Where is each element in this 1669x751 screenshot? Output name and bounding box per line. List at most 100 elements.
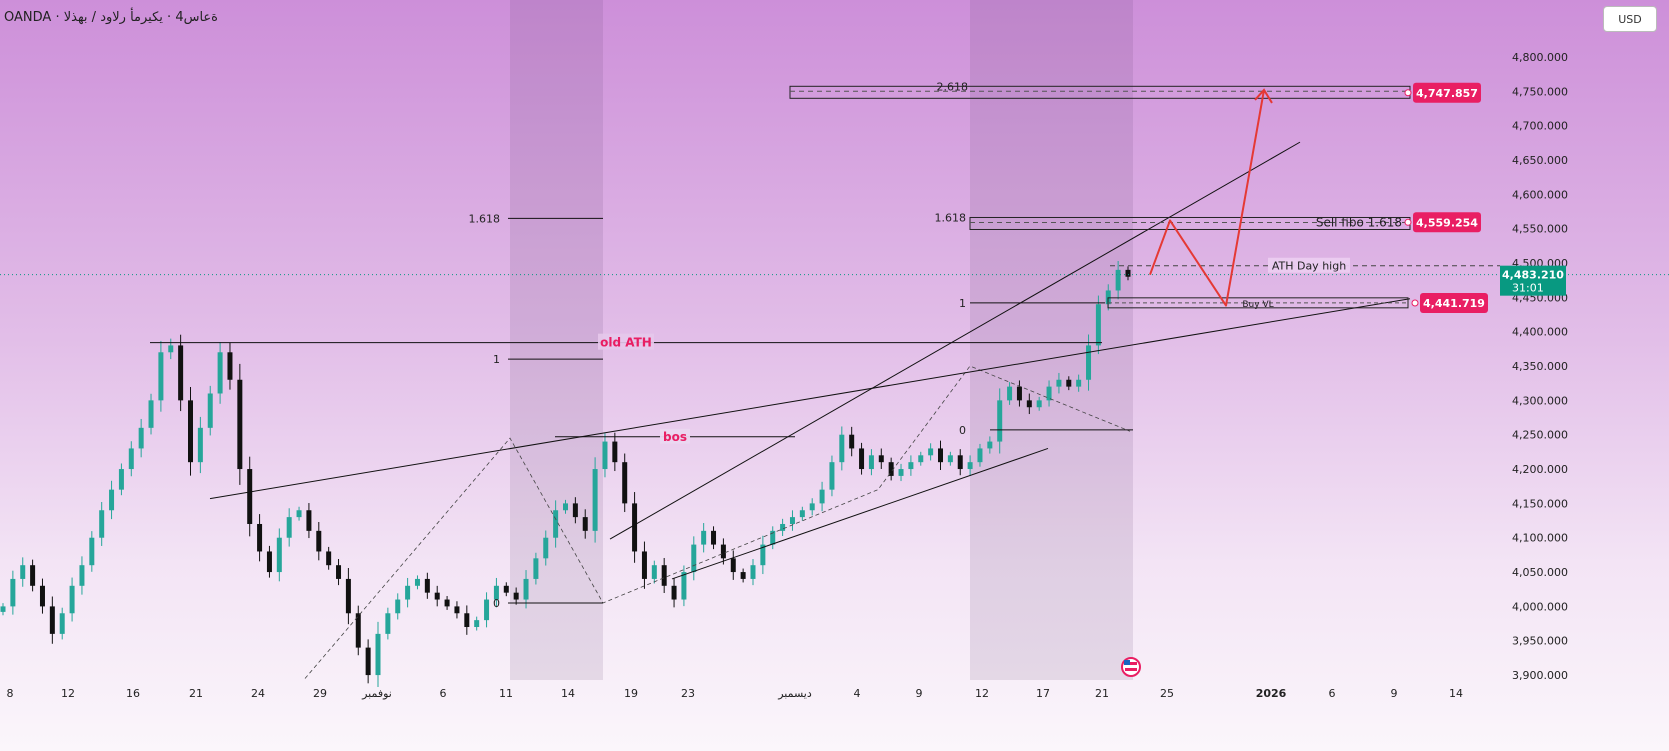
countdown-text: 31:01 <box>1512 282 1544 295</box>
x-axis-tick: 24 <box>251 687 265 700</box>
old-ath-label-bg <box>598 333 654 350</box>
fib-right-2618-label: 2.618 <box>937 80 969 93</box>
candle-body <box>20 565 26 579</box>
y-axis-tick: 4,650.000 <box>1512 154 1568 167</box>
candle-body <box>10 578 16 607</box>
candle-body <box>306 510 312 531</box>
candle-body <box>819 489 825 504</box>
candle-body <box>720 544 726 559</box>
x-axis-tick: 9 <box>916 687 923 700</box>
x-axis-tick: 9 <box>1391 687 1398 700</box>
currency-button[interactable]: USD <box>1603 6 1657 32</box>
projection-arrow-head <box>1254 88 1273 104</box>
price-badge-anchor <box>1411 299 1419 307</box>
candle-body <box>750 565 756 579</box>
candle-body <box>809 503 815 511</box>
candle-body <box>572 503 578 518</box>
price-badge <box>1413 82 1481 103</box>
y-axis-tick: 3,950.000 <box>1512 635 1568 648</box>
symbol-description: ةعاس4 · يكيرمأ رلاود / بهذلا <box>63 10 218 25</box>
candle-body <box>543 537 549 559</box>
last-price-text: 4,483.210 <box>1502 269 1564 282</box>
candle-body <box>138 427 144 449</box>
last-price-badge <box>1500 265 1566 296</box>
candle-body <box>385 613 391 634</box>
projection-arrow <box>1149 89 1265 307</box>
candle-body <box>859 448 865 470</box>
fib-right-1-label: 1 <box>959 297 966 310</box>
candle-body <box>987 441 993 449</box>
candle-body <box>918 455 924 463</box>
y-axis-tick: 4,350.000 <box>1512 360 1568 373</box>
candle-body <box>1076 379 1082 387</box>
price-badge <box>1413 212 1481 233</box>
candle-body <box>582 517 588 531</box>
symbol-name: OANDA <box>4 10 52 25</box>
y-axis-tick: 3,900.000 <box>1512 669 1568 682</box>
y-axis-tick: 4,200.000 <box>1512 463 1568 476</box>
candle-body <box>849 434 855 449</box>
y-axis-tick: 4,600.000 <box>1512 188 1568 201</box>
candle-body <box>286 517 292 538</box>
candle-body <box>188 400 193 463</box>
sell-fibo-label: Sell fibo 1.618 <box>1316 215 1402 229</box>
candle-body <box>128 448 134 470</box>
channel-support-line <box>671 447 1049 580</box>
candle-body <box>89 537 95 566</box>
price-badge-text: 4,747.857 <box>1416 87 1478 100</box>
y-axis-tick: 4,300.000 <box>1512 394 1568 407</box>
y-axis-tick: 4,100.000 <box>1512 532 1568 545</box>
candle-body <box>701 530 707 545</box>
candle-body <box>424 578 430 593</box>
price-badge-text: 4,441.719 <box>1423 297 1485 310</box>
fib-left-1-label: 1 <box>493 353 500 366</box>
candle-body <box>1086 345 1092 380</box>
candle-body <box>681 572 687 600</box>
candle-body <box>651 565 657 579</box>
candle-body <box>553 510 559 538</box>
candle-body <box>908 462 914 470</box>
candle-body <box>296 510 302 518</box>
y-axis-tick: 4,750.000 <box>1512 85 1568 98</box>
candle-body <box>592 469 598 531</box>
x-axis-tick: 2026 <box>1256 687 1287 700</box>
candle-body <box>967 462 973 470</box>
candle-body <box>59 613 65 634</box>
candle-body <box>365 647 371 676</box>
symbol-header: OANDA · ةعاس4 · يكيرمأ رلاود / بهذلا <box>4 10 218 25</box>
candle-body <box>207 393 213 428</box>
candle-body <box>1115 269 1121 291</box>
candle-body <box>168 345 174 353</box>
candle-body <box>197 427 203 463</box>
candle-body <box>523 578 529 600</box>
x-axis-tick: 4 <box>854 687 861 700</box>
x-axis-tick: نوفمبر <box>361 687 392 700</box>
y-axis-tick: 4,250.000 <box>1512 429 1568 442</box>
x-axis-tick: 23 <box>681 687 695 700</box>
upper-trendline <box>609 141 1301 540</box>
candle-body <box>444 599 450 607</box>
candle-body <box>632 503 638 552</box>
x-axis-tick: 14 <box>1449 687 1463 700</box>
candle-body <box>316 530 322 552</box>
price-badge-anchor <box>1404 89 1412 97</box>
candle-body <box>878 455 884 463</box>
candle-body <box>711 530 717 545</box>
candle-body <box>730 558 736 573</box>
fib-left-1618-label: 1.618 <box>469 212 501 225</box>
candle-body <box>1056 379 1062 387</box>
y-axis-tick: 4,000.000 <box>1512 600 1568 613</box>
candle-body <box>691 544 697 573</box>
candle-body <box>49 606 55 634</box>
candle-body <box>977 448 983 463</box>
candle-body <box>799 510 805 518</box>
x-axis-tick: 16 <box>126 687 140 700</box>
x-axis-tick: 11 <box>499 687 513 700</box>
price-badge-text: 4,559.254 <box>1416 216 1478 229</box>
candle-body <box>217 352 223 394</box>
x-axis-tick: 12 <box>61 687 75 700</box>
candle-body <box>247 469 253 524</box>
candle-body <box>957 455 963 470</box>
